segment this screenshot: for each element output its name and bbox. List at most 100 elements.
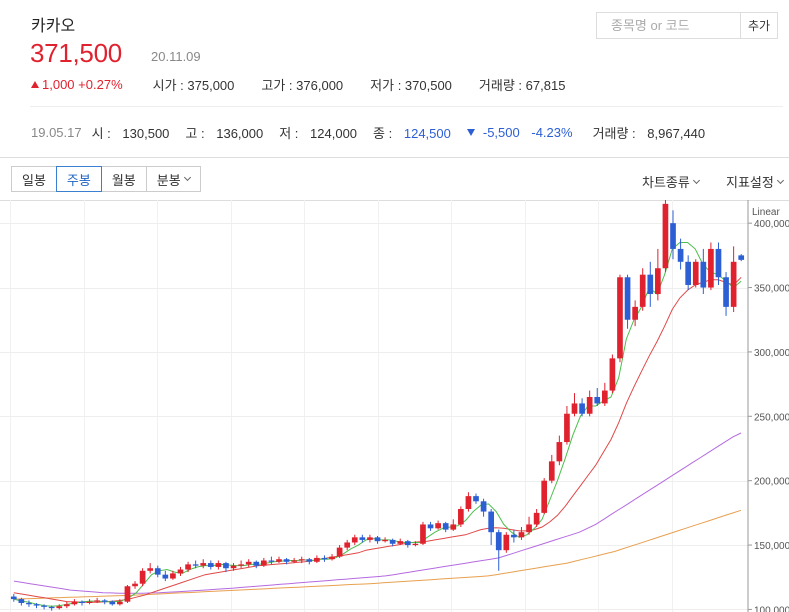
candle: [488, 509, 495, 546]
candle: [397, 538, 404, 546]
candle: [367, 534, 373, 543]
candle-body: [170, 573, 176, 579]
candle: [594, 387, 601, 406]
candle: [692, 259, 699, 288]
tab-weekly[interactable]: 주봉: [55, 166, 102, 192]
candle-body: [63, 604, 70, 607]
tab-daily[interactable]: 일봉: [11, 166, 57, 192]
candle: [192, 560, 199, 569]
candle-body: [480, 501, 487, 512]
search-input[interactable]: [597, 13, 740, 38]
scale-label: Linear: [752, 207, 780, 218]
chart-type-menu[interactable]: 차트종류: [642, 172, 700, 191]
candle: [177, 566, 184, 576]
tab-minute[interactable]: 분봉: [145, 166, 201, 192]
candle-body: [41, 605, 47, 607]
candle: [291, 557, 297, 564]
candle: [723, 272, 729, 316]
candle-body: [56, 606, 63, 609]
candle: [329, 554, 335, 561]
add-button[interactable]: 추가: [740, 13, 777, 38]
candle-body: [458, 509, 464, 525]
candle-body: [177, 569, 184, 574]
candle-body: [556, 442, 563, 462]
period-volume: 거래량 : 8,967,440: [592, 126, 706, 141]
candle-body: [382, 539, 388, 542]
candle-body: [647, 274, 654, 294]
period-high: 고 : 136,000: [185, 126, 264, 141]
candle: [200, 559, 207, 569]
candle: [41, 604, 47, 610]
candle-body: [283, 559, 290, 562]
candle-body: [147, 568, 154, 571]
candle-body: [533, 512, 540, 525]
candle: [101, 599, 108, 605]
candle-body: [427, 524, 434, 529]
candle-body: [230, 565, 237, 569]
candle: [26, 600, 32, 607]
candle: [162, 570, 169, 582]
candle: [48, 605, 55, 611]
candle: [86, 599, 93, 605]
candle-body: [715, 248, 722, 278]
period-tabs: 일봉 주봉 월봉 분봉: [11, 166, 201, 192]
chevron-down-icon: [692, 176, 700, 184]
candle: [420, 521, 426, 546]
y-tick-label: 150,000: [754, 541, 789, 552]
candle-body: [117, 601, 123, 605]
candle: [427, 521, 434, 531]
candle-body: [336, 547, 343, 557]
candle-body: [79, 601, 85, 603]
candle-body: [632, 306, 638, 320]
candle-body: [33, 604, 40, 606]
candle-body: [200, 563, 207, 566]
candle-body: [101, 600, 108, 602]
candle-body: [450, 524, 457, 530]
candle: [518, 527, 525, 540]
candle: [670, 210, 676, 260]
candle-body: [18, 599, 25, 603]
candle-body: [223, 563, 229, 569]
y-tick-label: 200,000: [754, 477, 789, 488]
quote-date: 20.11.09: [151, 49, 201, 64]
candle-body: [700, 261, 707, 288]
chevron-down-icon: [776, 176, 784, 184]
candle: [139, 568, 146, 587]
candle: [579, 398, 585, 417]
indicator-settings-menu[interactable]: 지표설정: [726, 172, 784, 191]
candle-body: [351, 537, 358, 543]
period-close: 종 : 124,500: [373, 126, 451, 141]
candle-body: [594, 396, 601, 404]
candle: [609, 354, 616, 394]
tab-monthly[interactable]: 월봉: [100, 166, 147, 192]
candle: [389, 538, 396, 547]
period-summary: 19.05.17 시 : 130,500 고 : 136,000 저 : 124…: [31, 123, 721, 142]
y-tick-label: 300,000: [754, 348, 789, 359]
candle-body: [655, 268, 661, 294]
candle-body: [473, 496, 479, 502]
candle: [442, 521, 449, 533]
moving-averages: [13, 242, 742, 607]
candle-body: [245, 561, 252, 565]
candle: [124, 584, 131, 603]
open-stat: 시가 : 375,000: [152, 78, 235, 93]
candle: [586, 390, 593, 417]
y-tick-label: 250,000: [754, 412, 789, 423]
candle-body: [268, 560, 275, 562]
up-arrow-icon: [31, 81, 39, 88]
candle-body: [670, 223, 676, 249]
candle-body: [404, 541, 411, 546]
down-arrow-icon: [466, 129, 475, 136]
candle: [473, 493, 479, 504]
candle-body: [260, 560, 267, 566]
high-stat: 고가 : 376,000: [261, 78, 344, 93]
candle: [10, 593, 17, 602]
candle: [548, 454, 555, 484]
candle-body: [321, 557, 328, 560]
candle-body: [412, 543, 419, 546]
candle-body: [298, 559, 305, 561]
candle-body: [495, 532, 502, 551]
candle: [715, 242, 722, 285]
